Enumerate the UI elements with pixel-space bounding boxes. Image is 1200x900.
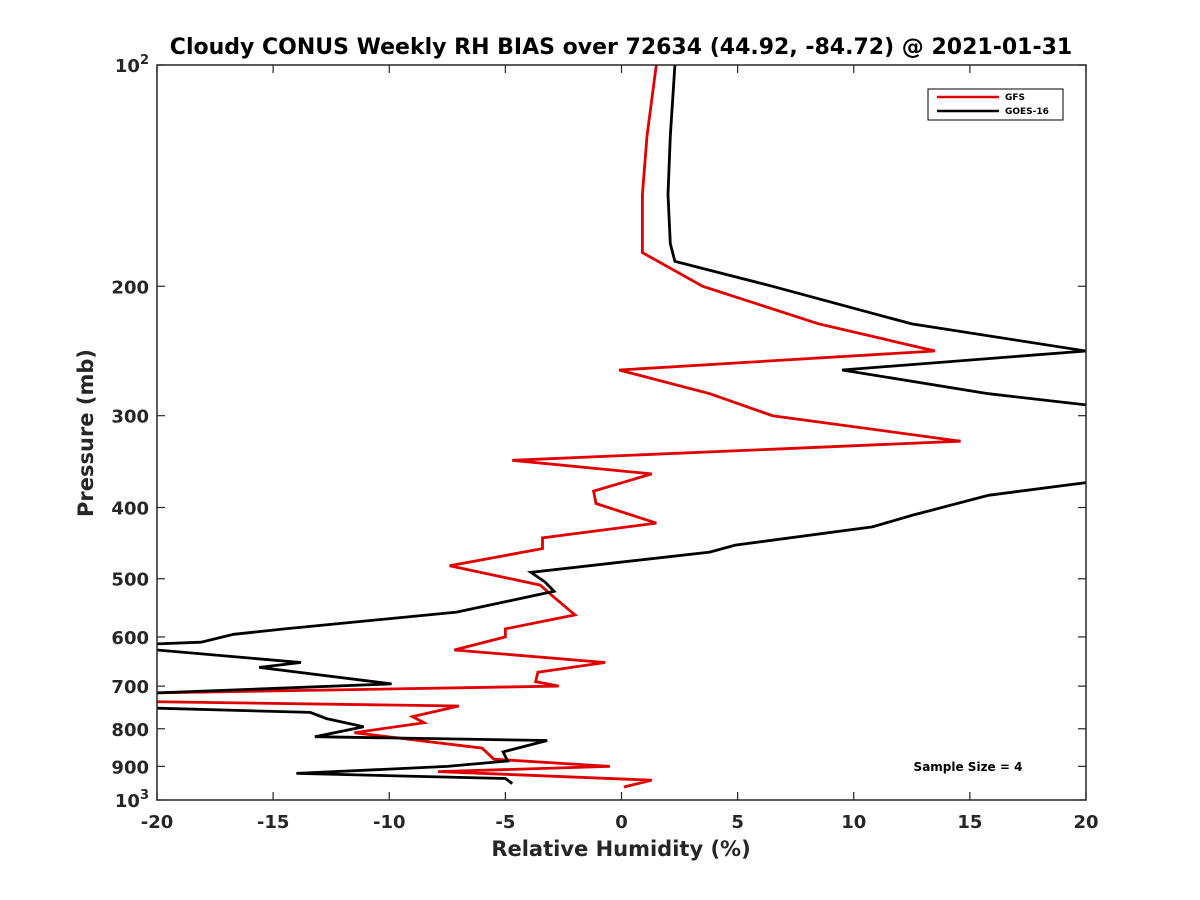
x-tick-label: -5 bbox=[495, 812, 515, 833]
series-line-goes-16 bbox=[157, 65, 1086, 785]
series-line-gfs bbox=[157, 65, 961, 789]
x-tick-label: 0 bbox=[615, 812, 628, 833]
y-axis-label: Pressure (mb) bbox=[74, 349, 98, 517]
x-tick-label: 5 bbox=[731, 812, 744, 833]
y-tick-exponent: 3 bbox=[140, 788, 149, 803]
plot-area bbox=[157, 65, 1086, 800]
y-tick-label: 102 bbox=[115, 53, 149, 77]
y-tick-label: 300 bbox=[111, 407, 149, 428]
y-tick-label: 600 bbox=[111, 628, 149, 649]
y-tick-label: 103 bbox=[115, 788, 149, 812]
plot-frame bbox=[156, 64, 1087, 801]
x-tick-label: -20 bbox=[141, 812, 174, 833]
y-tick-label: 700 bbox=[111, 677, 149, 698]
legend: GFS GOES-16 bbox=[927, 88, 1064, 121]
legend-label-gfs: GFS bbox=[1005, 93, 1025, 103]
y-tick-label: 500 bbox=[111, 570, 149, 591]
y-tick-label: 400 bbox=[111, 499, 149, 520]
y-tick-label: 800 bbox=[111, 720, 149, 741]
series-group bbox=[157, 65, 1086, 789]
x-tick-label: -10 bbox=[373, 812, 406, 833]
legend-box bbox=[927, 88, 1064, 121]
legend-label-goes-16: GOES-16 bbox=[1005, 107, 1049, 117]
y-tick-label: 900 bbox=[111, 757, 149, 778]
y-tick-label: 200 bbox=[111, 277, 149, 298]
sample-size-annotation: Sample Size = 4 bbox=[914, 760, 1023, 774]
x-tick-label: -15 bbox=[257, 812, 290, 833]
y-tick-exponent: 2 bbox=[140, 53, 149, 68]
ticks: -20 -15 -10 -5 0 5 10 15 20102200300400500600700… bbox=[111, 53, 1098, 833]
y-tick-base: 10 bbox=[115, 791, 140, 812]
chart-title: Cloudy CONUS Weekly RH BIAS over 72634 (… bbox=[170, 35, 1072, 60]
y-tick-base: 10 bbox=[115, 56, 140, 77]
x-axis-label: Relative Humidity (%) bbox=[491, 837, 750, 861]
x-tick-label: 10 bbox=[841, 812, 866, 833]
x-tick-label: 15 bbox=[957, 812, 982, 833]
x-tick-label: 20 bbox=[1073, 812, 1098, 833]
